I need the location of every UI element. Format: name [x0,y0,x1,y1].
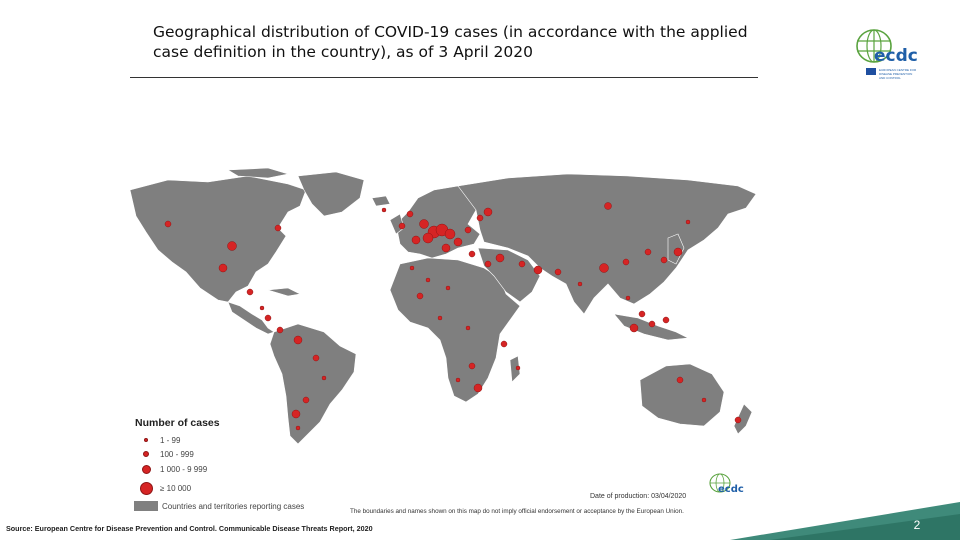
case-marker [441,243,451,253]
case-marker [625,295,631,301]
case-marker [465,325,471,331]
date-of-production: Date of production: 03/04/2020 [590,493,687,500]
case-marker [476,214,484,222]
case-marker [500,340,508,348]
case-marker [662,316,670,324]
case-marker [164,220,172,228]
marker-small-icon [143,451,149,457]
slide-title: Geographical distribution of COVID-19 ca… [153,23,748,61]
svg-text:AND CONTROL: AND CONTROL [879,76,901,80]
case-marker [464,226,472,234]
land-iceland [371,195,391,207]
logo-wordmark: ecdc [874,46,918,66]
case-marker [293,335,303,345]
reporting-country-swatch [134,501,158,511]
case-marker [425,277,431,283]
case-marker [644,248,652,256]
case-marker [419,219,429,229]
case-marker [302,396,310,404]
land-arctic-islands [226,168,289,179]
map-legend: Number of cases 1 - 99 100 - 999 1 000 -… [132,417,372,517]
case-marker [455,377,461,383]
case-marker [660,256,668,264]
land-australia [639,363,725,427]
case-marker [515,365,521,371]
case-marker [604,202,612,210]
case-marker [312,354,320,362]
case-marker [648,320,656,328]
case-marker [295,425,301,431]
case-marker [453,237,463,247]
svg-text:EUROPEAN CENTRE FOR: EUROPEAN CENTRE FOR [879,68,917,72]
legend-item-100-999: 100 - 999 [132,447,194,461]
case-marker [638,310,646,318]
case-marker [445,285,451,291]
legend-item-1-99: 1 - 99 [132,433,180,447]
marker-medium-icon [141,464,151,474]
marker-smallest-icon [144,438,148,442]
case-marker [473,383,483,393]
case-markers [164,202,742,431]
ecdc-logo-icon: ecdc EUROPEAN CENTRE FOR DISEASE PREVENT… [852,24,922,86]
case-marker [259,305,265,311]
case-marker [276,326,284,334]
land-greenland [297,171,365,217]
land-caribbean [267,287,301,297]
case-marker [685,219,691,225]
case-marker [518,260,526,268]
case-marker [398,222,406,230]
land-middle-east [477,247,541,303]
case-marker [422,232,434,244]
case-marker [246,288,254,296]
title-divider [130,77,758,78]
case-marker [673,247,683,257]
case-marker [701,397,707,403]
case-marker [468,250,476,258]
case-marker [264,314,272,322]
case-marker [484,260,492,268]
svg-text:ecdc: ecdc [718,484,744,495]
legend-item-1000-9999: 1 000 - 9 999 [132,462,207,476]
case-marker [291,409,301,419]
legend-item-10000-plus: ≥ 10 000 [132,481,191,495]
land-madagascar [509,355,521,383]
case-marker [274,224,282,232]
case-marker [622,258,630,266]
corner-band [730,502,960,540]
land-south-america [269,323,357,445]
marker-large-icon [139,481,153,495]
globe-icon [856,29,892,63]
case-marker [577,281,583,287]
ecdc-small-logo-icon: ecdc [706,470,754,506]
case-marker [495,253,505,263]
case-marker [409,265,415,271]
case-marker [629,323,639,333]
case-marker [406,210,414,218]
map-disclaimer: The boundaries and names shown on this m… [350,508,684,515]
case-marker [533,265,543,275]
case-marker [411,235,421,245]
land-new-zealand [733,403,753,435]
case-marker [468,362,476,370]
legend-item-reporting-countries: Countries and territories reporting case… [132,499,304,513]
case-marker [218,263,228,273]
case-marker [321,375,327,381]
svg-text:DISEASE PREVENTION: DISEASE PREVENTION [879,72,912,76]
world-map [128,168,760,523]
case-marker [599,263,609,273]
case-marker [734,416,742,424]
case-marker [676,376,684,384]
case-marker [227,241,237,251]
land-asia [457,173,757,315]
case-marker [483,207,493,217]
legend-title: Number of cases [135,417,220,429]
page-number: 2 [913,518,921,532]
source-note: Source: European Centre for Disease Prev… [6,524,373,533]
case-marker [437,315,443,321]
land-north-america [129,175,307,303]
case-marker [444,228,456,240]
case-marker [381,207,387,213]
case-marker [554,268,562,276]
case-marker [416,292,424,300]
